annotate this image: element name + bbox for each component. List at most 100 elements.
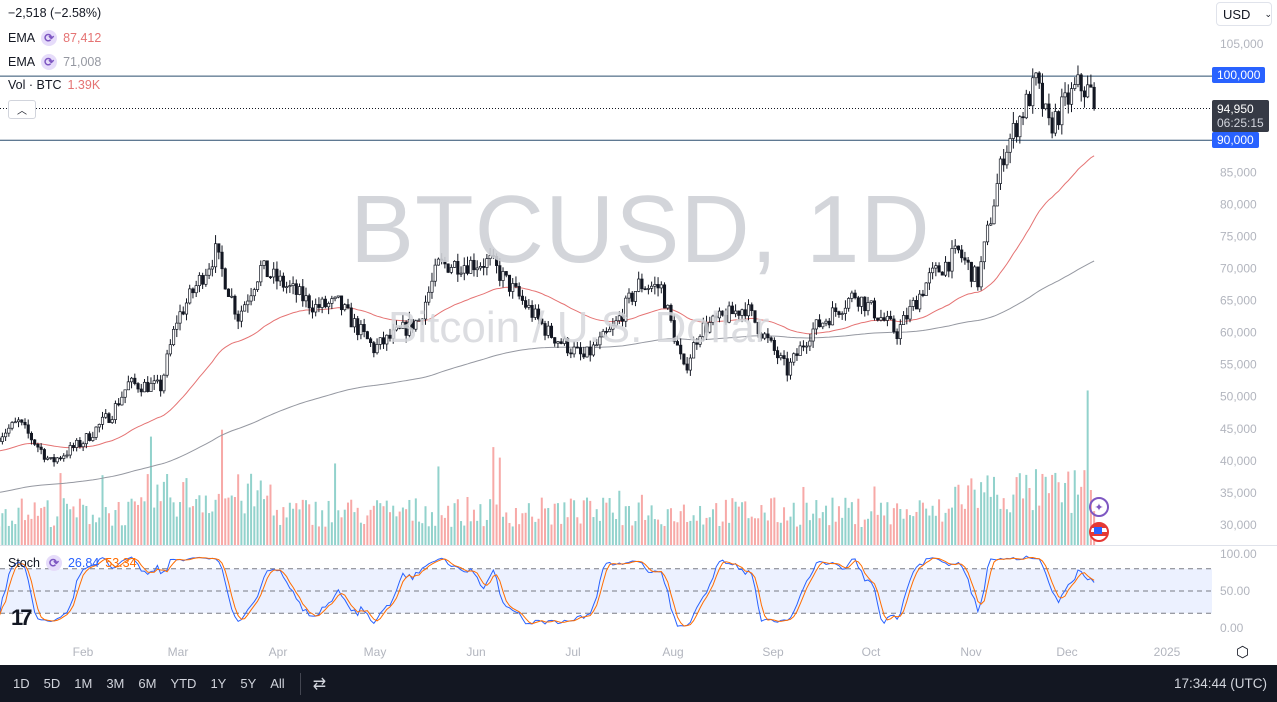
volume-bar [53,525,56,545]
volume-bar [870,511,873,545]
volume-bar [188,507,191,545]
candle-body [117,403,121,406]
candle-body [562,338,566,344]
volume-bar [430,512,433,545]
candle [514,276,518,289]
compare-icon[interactable]: ⇄ [312,675,327,693]
legend-stoch[interactable]: Stoch ⟳ 26.84 53.34 [8,555,137,571]
volume-bar [1034,469,1037,545]
volume-bar [1018,473,1021,545]
candle-body [139,388,143,393]
candle-body [482,266,486,268]
candle [1037,71,1041,89]
candle-body [953,245,957,249]
sparkle-icon[interactable]: ✦ [1089,497,1109,517]
candle [982,241,986,270]
tradingview-logo[interactable]: 17 [11,605,33,630]
candle-body [656,284,660,289]
candle-body [711,315,715,323]
candle [10,421,14,431]
volume-bar [246,483,249,545]
range-all[interactable]: All [270,676,285,691]
candle [1050,111,1054,139]
candle [172,326,176,347]
candle [714,312,718,322]
refresh-icon[interactable]: ⟳ [41,54,58,70]
legend-ema-2[interactable]: EMA ⟳ 71,008 [8,54,101,70]
candle [414,319,418,332]
candle-body [288,285,292,288]
range-1d[interactable]: 1D [13,676,30,691]
candle [979,256,983,291]
volume-bar [1025,474,1028,545]
clock[interactable]: 17:34:44 (UTC) [1173,676,1267,691]
candle [194,280,198,298]
volume-bar [831,497,834,545]
candle-body [704,322,709,333]
candle [262,260,266,270]
chart-canvas[interactable]: 105,000 85,000 80,000 75,000 70,000 65,000 60,… [0,0,1277,665]
legend-volume[interactable]: Vol · BTC 1.39K [8,78,100,92]
candle-body [385,334,389,345]
volume-bar [356,507,359,545]
price-tag-90000: 90,000 [1212,132,1259,148]
range-3m[interactable]: 3M [106,676,125,691]
volume-bar [489,499,492,545]
range-5y[interactable]: 5Y [240,676,257,691]
volume-bar [757,518,760,545]
volume-bar [43,506,46,545]
volume-bar [553,503,556,545]
gear-icon[interactable]: ⬡ [1236,644,1250,661]
candle [97,423,101,433]
candle [1053,103,1057,137]
candle [627,288,631,304]
candle [578,342,583,361]
candle [336,295,340,299]
range-ytd[interactable]: YTD [170,676,197,691]
candle-body [633,291,638,302]
volume-bar [111,525,114,545]
us-flag-icon[interactable] [1089,522,1109,542]
ema-200-line [0,260,1095,493]
volume-bar [7,525,10,545]
volume-bar [385,500,388,545]
candle-body [511,283,515,292]
candle-body [1037,72,1041,84]
candle [110,415,114,424]
candle [401,314,405,329]
volume-bar [737,506,740,545]
candle-body [892,318,896,332]
volume-bar [850,502,853,545]
candle [801,340,805,352]
volume-bar [1080,486,1083,545]
refresh-icon[interactable]: ⟳ [41,30,58,46]
candle [666,304,670,310]
volume-bar [511,526,514,545]
range-1m[interactable]: 1M [74,676,93,691]
price-axis-label: 105,000 [1220,37,1264,51]
candle-body [1053,111,1057,134]
candle [553,337,557,347]
volume-bar [909,515,912,545]
range-1y[interactable]: 1Y [210,676,227,691]
chevron-down-icon: ⌄ [1264,8,1272,19]
range-5d[interactable]: 5D [43,676,61,691]
candle [1082,86,1086,108]
range-6m[interactable]: 6M [138,676,157,691]
candle [914,295,919,310]
volume-bar [434,525,437,545]
volume-bar [1073,470,1076,545]
currency-select[interactable]: USD ⌄ [1216,2,1272,26]
refresh-icon[interactable]: ⟳ [45,555,62,571]
candle-body [766,333,770,339]
candle [759,332,763,341]
volume-bar [476,520,479,545]
candle-body [52,457,56,463]
collapse-legend-button[interactable]: ︿ [8,100,36,119]
candle-body [91,437,95,441]
legend-ema-1[interactable]: EMA ⟳ 87,412 [8,30,101,46]
candle [507,274,512,297]
volume-bar [162,481,165,545]
candle [943,256,948,277]
candle [226,288,231,297]
